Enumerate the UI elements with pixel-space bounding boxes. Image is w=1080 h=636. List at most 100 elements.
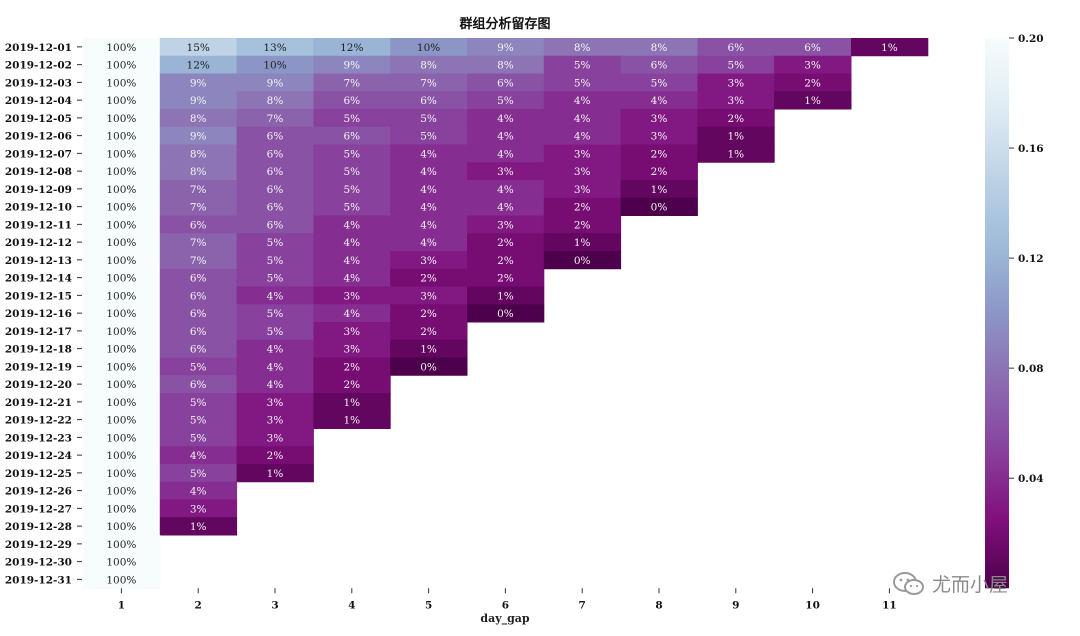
heatmap-cell bbox=[313, 339, 391, 358]
cell-label: 6% bbox=[343, 131, 360, 143]
y-tick-label: 2019-12-01 bbox=[5, 42, 72, 54]
heatmap-cell bbox=[543, 73, 622, 92]
heatmap-cell bbox=[83, 464, 161, 483]
cell-label: 100% bbox=[106, 131, 136, 143]
cell-label: 4% bbox=[420, 184, 437, 196]
cell-label: 100% bbox=[106, 255, 136, 267]
cell-label: 100% bbox=[106, 574, 136, 586]
cell-label: 4% bbox=[497, 202, 514, 214]
cell-label: 15% bbox=[187, 42, 210, 54]
heatmap-cell bbox=[390, 304, 468, 323]
heatmap-cell bbox=[390, 215, 468, 234]
y-tick-label: 2019-12-25 bbox=[5, 468, 72, 480]
heatmap-cell bbox=[543, 215, 622, 234]
cell-label: 9% bbox=[343, 60, 360, 72]
heatmap-cell bbox=[236, 55, 314, 74]
heatmap-cell bbox=[236, 286, 314, 305]
heatmap-cell bbox=[83, 268, 161, 287]
y-tick-label: 2019-12-22 bbox=[5, 415, 72, 427]
cell-label: 9% bbox=[190, 131, 207, 143]
heatmap-cells: 100% 15% 13% 12% 10% 9% 8% 8% 6% 6% 1% 100% 12% 10% 9%… bbox=[83, 38, 929, 589]
cell-label: 6% bbox=[651, 60, 668, 72]
cell-label: 100% bbox=[106, 148, 136, 160]
heatmap-cell bbox=[236, 144, 314, 163]
heatmap-cell bbox=[390, 38, 468, 57]
x-tick-label: 6 bbox=[502, 599, 509, 611]
heatmap-cell bbox=[313, 91, 391, 110]
heatmap-cell bbox=[467, 251, 545, 270]
heatmap-cell bbox=[620, 162, 698, 181]
y-tick-label: 2019-12-15 bbox=[5, 290, 72, 302]
heatmap-cell bbox=[236, 268, 314, 287]
cell-label: 13% bbox=[263, 42, 286, 54]
cell-label: 6% bbox=[190, 290, 207, 302]
cell-label: 4% bbox=[651, 95, 668, 107]
heatmap-cell bbox=[390, 251, 468, 270]
y-tick-label: 2019-12-21 bbox=[5, 397, 72, 409]
cell-label: 6% bbox=[190, 308, 207, 320]
cell-label: 6% bbox=[190, 219, 207, 231]
heatmap-cell bbox=[313, 357, 391, 376]
cell-label: 100% bbox=[106, 397, 136, 409]
cell-label: 2% bbox=[574, 219, 591, 231]
heatmap-cell bbox=[236, 322, 314, 341]
heatmap-cell bbox=[83, 570, 161, 589]
cell-label: 5% bbox=[267, 273, 284, 285]
heatmap-cell bbox=[390, 286, 468, 305]
heatmap-cell bbox=[83, 109, 161, 128]
cell-label: 100% bbox=[106, 219, 136, 231]
cell-label: 100% bbox=[106, 308, 136, 320]
cell-label: 3% bbox=[497, 166, 514, 178]
heatmap-cell bbox=[159, 517, 238, 536]
heatmap-cell bbox=[236, 393, 314, 412]
cell-label: 4% bbox=[190, 486, 207, 498]
cell-label: 100% bbox=[106, 432, 136, 444]
heatmap-cell bbox=[236, 375, 314, 394]
cell-label: 3% bbox=[267, 397, 284, 409]
cell-label: 1% bbox=[804, 95, 821, 107]
y-axis-labels: 2019-12-01 2019-12-02 2019-12-03 2019-12-04… bbox=[5, 42, 82, 586]
colorbar-ticks: 0.04 0.08 0.12 0.16 0.20 bbox=[1009, 33, 1044, 485]
heatmap-cell bbox=[467, 268, 545, 287]
cell-label: 0% bbox=[497, 308, 514, 320]
y-tick-label: 2019-12-28 bbox=[5, 521, 72, 533]
cell-label: 1% bbox=[651, 184, 668, 196]
heatmap-cell bbox=[159, 251, 238, 270]
heatmap-cell bbox=[83, 517, 161, 536]
cell-label: 5% bbox=[420, 113, 437, 125]
cell-label: 3% bbox=[343, 326, 360, 338]
heatmap-cell bbox=[313, 180, 391, 199]
cell-label: 5% bbox=[267, 308, 284, 320]
heatmap-cell bbox=[390, 91, 468, 110]
heatmap-cell bbox=[467, 38, 545, 57]
heatmap-cell bbox=[620, 73, 698, 92]
heatmap-cell bbox=[83, 144, 161, 163]
cell-label: 1% bbox=[190, 521, 207, 533]
cell-label: 10% bbox=[263, 60, 286, 72]
heatmap-cell bbox=[159, 233, 238, 252]
heatmap-cell bbox=[390, 73, 468, 92]
heatmap-cell bbox=[83, 535, 161, 554]
heatmap-cell bbox=[620, 109, 698, 128]
heatmap-cell bbox=[313, 109, 391, 128]
heatmap-cell bbox=[236, 446, 314, 465]
heatmap-cell bbox=[313, 162, 391, 181]
cell-label: 3% bbox=[574, 166, 591, 178]
cell-label: 100% bbox=[106, 60, 136, 72]
cell-label: 8% bbox=[651, 42, 668, 54]
y-tick-label: 2019-12-09 bbox=[5, 184, 72, 196]
heatmap-cell bbox=[83, 91, 161, 110]
heatmap-cell bbox=[159, 357, 238, 376]
heatmap-cell bbox=[83, 375, 161, 394]
cell-label: 5% bbox=[420, 131, 437, 143]
cell-label: 7% bbox=[420, 77, 437, 89]
y-tick-label: 2019-12-03 bbox=[5, 77, 72, 89]
cell-label: 100% bbox=[106, 326, 136, 338]
colorbar-tick-label: 0.12 bbox=[1018, 253, 1044, 265]
heatmap-cell bbox=[543, 55, 622, 74]
heatmap-cell bbox=[159, 215, 238, 234]
heatmap-cell bbox=[390, 322, 468, 341]
y-tick-label: 2019-12-30 bbox=[5, 557, 72, 569]
cell-label: 100% bbox=[106, 273, 136, 285]
cell-label: 2% bbox=[343, 379, 360, 391]
